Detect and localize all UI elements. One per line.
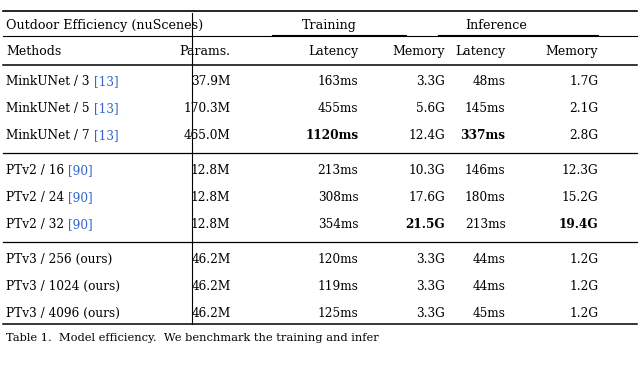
Text: Methods: Methods xyxy=(6,45,61,59)
Text: MinkUNet / 7: MinkUNet / 7 xyxy=(6,129,94,142)
Text: [90]: [90] xyxy=(68,218,93,231)
Text: 17.6G: 17.6G xyxy=(408,191,445,204)
Text: 465.0M: 465.0M xyxy=(184,129,230,142)
Text: 119ms: 119ms xyxy=(317,280,358,293)
Text: MinkUNet / 5: MinkUNet / 5 xyxy=(6,102,94,115)
Text: 46.2M: 46.2M xyxy=(191,253,230,266)
Text: 1120ms: 1120ms xyxy=(305,129,358,142)
Text: 3.3G: 3.3G xyxy=(416,75,445,88)
Text: 2.1G: 2.1G xyxy=(569,102,598,115)
Text: PTv2 / 24: PTv2 / 24 xyxy=(6,191,68,204)
Text: Outdoor Efficiency (nuScenes): Outdoor Efficiency (nuScenes) xyxy=(6,19,204,31)
Text: 12.8M: 12.8M xyxy=(191,164,230,177)
Text: Memory: Memory xyxy=(392,45,445,59)
Text: [13]: [13] xyxy=(94,129,118,142)
Text: 12.8M: 12.8M xyxy=(191,218,230,231)
Text: PTv3 / 1024 (ours): PTv3 / 1024 (ours) xyxy=(6,280,120,293)
Text: Inference: Inference xyxy=(465,19,527,31)
Text: 44ms: 44ms xyxy=(473,253,506,266)
Text: Latency: Latency xyxy=(455,45,506,59)
Text: 1.2G: 1.2G xyxy=(569,307,598,320)
Text: Latency: Latency xyxy=(308,45,358,59)
Text: Table 1.  Model efficiency.  We benchmark the training and infer: Table 1. Model efficiency. We benchmark … xyxy=(6,333,379,343)
Text: 45ms: 45ms xyxy=(473,307,506,320)
Text: PTv3 / 4096 (ours): PTv3 / 4096 (ours) xyxy=(6,307,120,320)
Text: 37.9M: 37.9M xyxy=(191,75,230,88)
Text: 5.6G: 5.6G xyxy=(416,102,445,115)
Text: Memory: Memory xyxy=(546,45,598,59)
Text: 3.3G: 3.3G xyxy=(416,253,445,266)
Text: 15.2G: 15.2G xyxy=(562,191,598,204)
Text: 44ms: 44ms xyxy=(473,280,506,293)
Text: 125ms: 125ms xyxy=(317,307,358,320)
Text: MinkUNet / 3: MinkUNet / 3 xyxy=(6,75,94,88)
Text: 213ms: 213ms xyxy=(465,218,506,231)
Text: PTv2 / 32: PTv2 / 32 xyxy=(6,218,68,231)
Text: [13]: [13] xyxy=(94,75,118,88)
Text: PTv2 / 16: PTv2 / 16 xyxy=(6,164,68,177)
Text: 308ms: 308ms xyxy=(318,191,358,204)
Text: 48ms: 48ms xyxy=(472,75,506,88)
Text: 19.4G: 19.4G xyxy=(559,218,598,231)
Text: 145ms: 145ms xyxy=(465,102,506,115)
Text: 146ms: 146ms xyxy=(465,164,506,177)
Text: 46.2M: 46.2M xyxy=(191,307,230,320)
Text: 1.7G: 1.7G xyxy=(569,75,598,88)
Text: 10.3G: 10.3G xyxy=(408,164,445,177)
Text: 12.8M: 12.8M xyxy=(191,191,230,204)
Text: [13]: [13] xyxy=(94,102,118,115)
Text: 2.8G: 2.8G xyxy=(569,129,598,142)
Text: 1.2G: 1.2G xyxy=(569,253,598,266)
Text: 1.2G: 1.2G xyxy=(569,280,598,293)
Text: PTv3 / 256 (ours): PTv3 / 256 (ours) xyxy=(6,253,113,266)
Text: 170.3M: 170.3M xyxy=(184,102,230,115)
Text: 21.5G: 21.5G xyxy=(405,218,445,231)
Text: 12.4G: 12.4G xyxy=(408,129,445,142)
Text: Training: Training xyxy=(302,19,357,31)
Text: [90]: [90] xyxy=(68,191,93,204)
Text: 354ms: 354ms xyxy=(318,218,358,231)
Text: 3.3G: 3.3G xyxy=(416,307,445,320)
Text: 455ms: 455ms xyxy=(318,102,358,115)
Text: [90]: [90] xyxy=(68,164,93,177)
Text: 163ms: 163ms xyxy=(318,75,358,88)
Text: 12.3G: 12.3G xyxy=(562,164,598,177)
Text: 180ms: 180ms xyxy=(465,191,506,204)
Text: 46.2M: 46.2M xyxy=(191,280,230,293)
Text: 120ms: 120ms xyxy=(317,253,358,266)
Text: 213ms: 213ms xyxy=(317,164,358,177)
Text: Params.: Params. xyxy=(179,45,230,59)
Text: 3.3G: 3.3G xyxy=(416,280,445,293)
Text: 337ms: 337ms xyxy=(461,129,506,142)
